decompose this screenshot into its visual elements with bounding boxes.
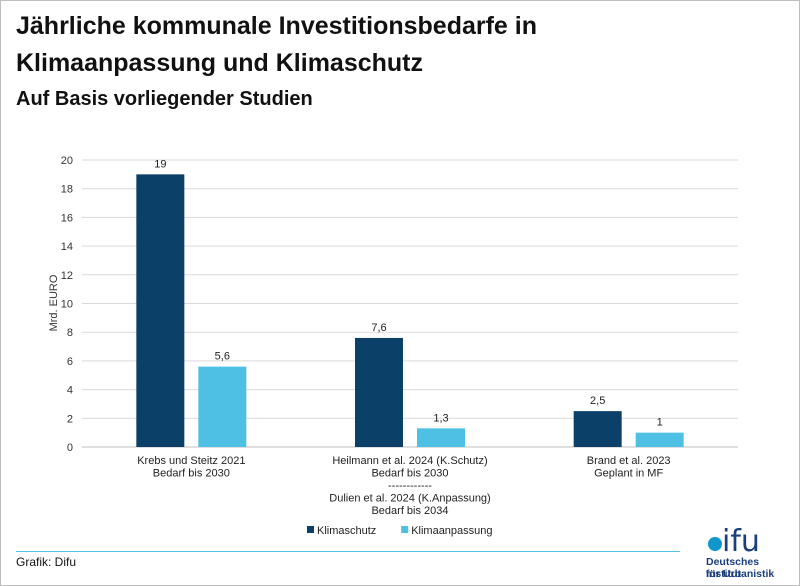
x-category-label: Dulien et al. 2024 (K.Anpassung): [329, 493, 490, 505]
y-tick-label: 4: [67, 385, 73, 397]
bar-klimaanpassung: [198, 366, 247, 447]
x-category-label: ------------: [388, 480, 432, 492]
y-tick-label: 8: [67, 327, 73, 339]
x-category-label: Brand et al. 2023: [587, 455, 671, 467]
y-tick-label: 10: [61, 299, 73, 311]
x-category-label: Krebs und Steitz 2021: [137, 455, 245, 467]
y-tick-label: 6: [67, 356, 73, 368]
y-tick-label: 12: [61, 270, 73, 282]
page-title: Jährliche kommunale Investitionsbedarfe …: [16, 12, 537, 77]
x-category-label: Bedarf bis 2034: [371, 505, 448, 517]
y-tick-label: 20: [61, 155, 73, 167]
x-category-label: Heilmann et al. 2024 (K.Schutz): [332, 455, 487, 467]
legend: Klimaschutz Klimaanpassung: [307, 525, 493, 537]
data-label: 19: [154, 158, 166, 170]
logo-wordmark: ifu: [722, 524, 760, 559]
logo-institute-line1: Deutsches Institut: [706, 556, 760, 580]
page-subtitle: Auf Basis vorliegender Studien: [16, 88, 313, 110]
x-category-label: Geplant in MF: [594, 468, 663, 480]
y-tick-label: 0: [67, 442, 73, 454]
legend-label: Klimaanpassung: [411, 525, 492, 537]
footer-divider: [16, 551, 680, 552]
data-label: 1: [657, 417, 663, 429]
y-tick-label: 18: [61, 184, 73, 196]
data-label: 5,6: [215, 351, 230, 363]
data-label: 7,6: [371, 322, 386, 334]
difu-logo: ifu Deutsches Institut für Urbanistik: [700, 524, 796, 582]
x-category-label: Bedarf bis 2030: [153, 468, 230, 480]
y-tick-label: 16: [61, 212, 73, 224]
bar-klimaanpassung: [417, 428, 465, 447]
logo-institute-line2: für Urbanistik: [706, 568, 775, 580]
logo-dot-icon: [708, 537, 722, 551]
y-tick-label: 14: [61, 241, 73, 253]
bar-klimaanpassung: [635, 432, 684, 447]
y-tick-label: 2: [67, 413, 73, 425]
data-label: 2,5: [590, 395, 605, 407]
legend-swatch: [401, 526, 409, 533]
bar-klimaschutz: [573, 411, 622, 447]
legend-label: Klimaschutz: [317, 525, 376, 537]
y-axis-label: Mrd. EURO: [48, 274, 60, 331]
data-label: 1,3: [433, 412, 448, 424]
credit-text: Grafik: Difu: [16, 555, 77, 569]
bar-klimaschutz: [355, 337, 403, 447]
x-category-label: Bedarf bis 2030: [371, 468, 448, 480]
legend-swatch: [307, 526, 314, 533]
bar-klimaschutz: [136, 174, 185, 447]
